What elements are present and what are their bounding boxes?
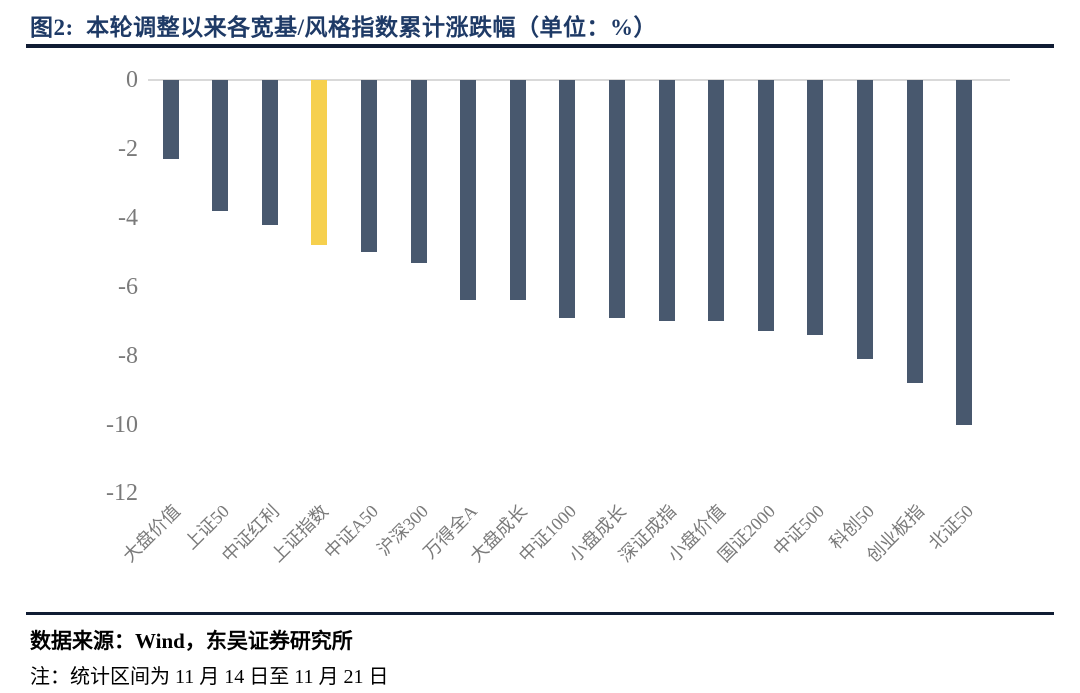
note-text: 注：统计区间为 11 月 14 日至 11 月 21 日 xyxy=(30,666,389,688)
y-axis-tick-label: -2 xyxy=(118,135,138,162)
bar xyxy=(906,80,923,384)
bar xyxy=(410,80,427,263)
bar-highlighted xyxy=(311,80,328,246)
bar xyxy=(460,80,477,301)
bar xyxy=(956,80,973,425)
bar xyxy=(658,80,675,322)
footer-divider xyxy=(26,612,1054,615)
figure-title: 图2: 本轮调整以来各宽基/风格指数累计涨跌幅（单位：%） xyxy=(30,15,658,40)
bar xyxy=(261,80,278,225)
bar-chart: 0 -2 -4 -6 -8 -10 -12 大盘价值 上证50 中证红利 上证指数 中证A50 沪深30… xyxy=(106,67,1010,566)
y-axis-tick-label: -10 xyxy=(106,411,138,438)
y-axis-tick-label: 0 xyxy=(126,67,138,93)
y-axis-tick-label: -12 xyxy=(106,480,138,507)
y-axis-tick-label: -4 xyxy=(118,204,138,231)
bar xyxy=(757,80,774,332)
bar xyxy=(162,80,179,160)
y-axis-tick-label: -8 xyxy=(118,342,138,369)
bar xyxy=(559,80,576,318)
bar xyxy=(708,80,725,322)
bar xyxy=(608,80,625,318)
data-source-text: 数据来源：Wind，东吴证券研究所 xyxy=(30,629,353,653)
bar xyxy=(856,80,873,360)
zero-axis-line xyxy=(148,79,1010,81)
bar xyxy=(509,80,526,301)
title-divider xyxy=(26,44,1054,48)
y-axis-tick-label: -6 xyxy=(118,273,138,300)
bar xyxy=(360,80,377,253)
bar xyxy=(212,80,229,211)
bar xyxy=(807,80,824,335)
